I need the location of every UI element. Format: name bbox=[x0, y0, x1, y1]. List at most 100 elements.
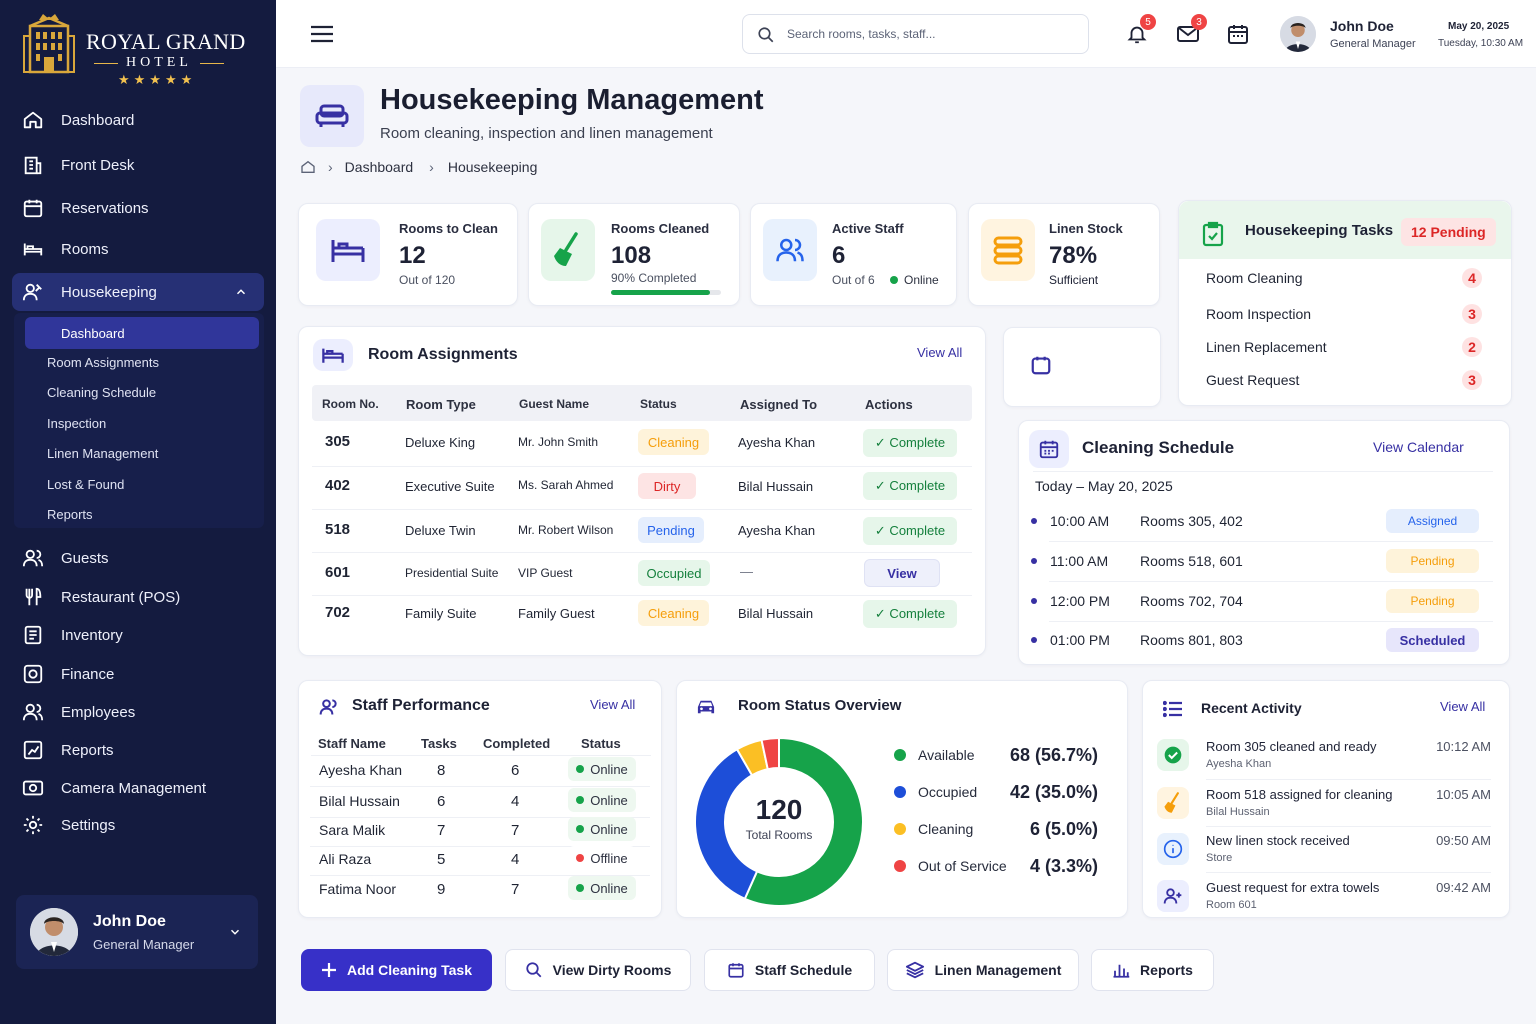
sidebar-item-restaurant[interactable]: Restaurant (POS) bbox=[22, 580, 262, 614]
stat-card-rooms-to-clean[interactable]: Rooms to Clean 12 Out of 120 bbox=[298, 203, 518, 306]
row-divider bbox=[312, 595, 972, 596]
status-dot bbox=[576, 765, 585, 773]
calendar-mini-card[interactable] bbox=[1003, 327, 1161, 407]
sidebar-item-camera[interactable]: Camera Management bbox=[22, 771, 262, 805]
activity-item[interactable]: New linen stock received Store 09:50 AM bbox=[1157, 833, 1491, 881]
sidebar-item-finance[interactable]: Finance bbox=[22, 657, 262, 691]
users-icon bbox=[774, 235, 806, 265]
menu-icon[interactable] bbox=[310, 24, 334, 44]
task-count-badge: 3 bbox=[1462, 370, 1482, 390]
activity-time: 09:42 AM bbox=[1436, 880, 1491, 895]
sidebar-item-housekeeping[interactable]: Housekeeping bbox=[12, 273, 264, 311]
schedule-rooms: Rooms 305, 402 bbox=[1140, 513, 1243, 529]
breadcrumb-dashboard[interactable]: Dashboard bbox=[344, 159, 414, 175]
sidebar-profile[interactable]: John Doe General Manager bbox=[16, 895, 258, 969]
view-all-assignments-link[interactable]: View All bbox=[917, 345, 963, 360]
user-menu[interactable]: John Doe General Manager bbox=[1280, 14, 1420, 54]
staff-schedule-button[interactable]: Staff Schedule bbox=[704, 949, 875, 991]
linen-management-button[interactable]: Linen Management bbox=[887, 949, 1079, 991]
legend-item: Cleaning 6 (5.0%) bbox=[894, 817, 1104, 841]
sidebar-item-employees[interactable]: Employees bbox=[22, 695, 262, 729]
donut-segment-out-of-service[interactable] bbox=[760, 736, 780, 771]
activity-item[interactable]: Room 305 cleaned and ready Ayesha Khan 1… bbox=[1157, 739, 1491, 787]
activity-item[interactable]: Room 518 assigned for cleaning Bilal Hus… bbox=[1157, 787, 1491, 835]
sidebar-item-front-desk[interactable]: Front Desk bbox=[22, 148, 262, 182]
task-label-room-cleaning[interactable]: Room Cleaning bbox=[1206, 270, 1303, 286]
schedule-status-badge: Assigned bbox=[1386, 509, 1479, 533]
donut-total-label: Total Rooms bbox=[745, 828, 813, 842]
add-cleaning-task-button[interactable]: Add Cleaning Task bbox=[301, 949, 492, 991]
room-type: Presidential Suite bbox=[405, 566, 499, 580]
timeline-dot bbox=[1031, 637, 1037, 643]
home-icon[interactable] bbox=[300, 159, 316, 175]
message-count-badge: 3 bbox=[1191, 14, 1207, 30]
sidebar-item-label: Settings bbox=[61, 816, 116, 834]
cleaning-schedule-card: Cleaning Schedule View Calendar Today – … bbox=[1018, 420, 1510, 665]
search-input[interactable]: Search rooms, tasks, staff... bbox=[742, 14, 1089, 54]
donut-segment-occupied[interactable] bbox=[694, 747, 759, 901]
sidebar-item-reservations[interactable]: Reservations bbox=[22, 191, 262, 225]
view-calendar-link[interactable]: View Calendar bbox=[1373, 439, 1464, 455]
staff-performance-title: Staff Performance bbox=[352, 697, 490, 714]
stat-icon-box bbox=[763, 219, 817, 281]
subnav-room-assignments[interactable]: Room Assignments bbox=[47, 354, 159, 370]
task-label-room-inspection[interactable]: Room Inspection bbox=[1206, 306, 1312, 322]
donut-total: 120 bbox=[755, 794, 803, 825]
staff-status: Online bbox=[568, 876, 636, 900]
sidebar-item-label: Inventory bbox=[61, 626, 123, 644]
notifications-button[interactable]: 5 bbox=[1126, 14, 1156, 46]
schedule-time: 01:00 PM bbox=[1050, 632, 1110, 648]
complete-button[interactable]: ✓ Complete bbox=[863, 472, 957, 500]
room-type: Deluxe King bbox=[405, 435, 476, 450]
complete-button[interactable]: ✓ Complete bbox=[863, 517, 957, 545]
bed-icon bbox=[330, 236, 366, 264]
assigned-to: Ayesha Khan bbox=[738, 523, 816, 538]
row-divider bbox=[310, 875, 650, 876]
subnav-dashboard[interactable]: Dashboard bbox=[25, 317, 259, 349]
messages-button[interactable]: 3 bbox=[1176, 14, 1207, 46]
task-label-linen-replacement[interactable]: Linen Replacement bbox=[1206, 339, 1327, 355]
view-dirty-rooms-button[interactable]: View Dirty Rooms bbox=[505, 949, 691, 991]
subnav-linen-management[interactable]: Linen Management bbox=[47, 445, 159, 461]
complete-button[interactable]: ✓ Complete bbox=[863, 600, 957, 628]
subnav-reports[interactable]: Reports bbox=[47, 506, 93, 522]
table-header bbox=[312, 385, 972, 421]
users-icon bbox=[319, 697, 339, 717]
column-header: Actions bbox=[865, 397, 913, 412]
sidebar-item-settings[interactable]: Settings bbox=[22, 808, 262, 842]
sidebar-item-rooms[interactable]: Rooms bbox=[22, 232, 262, 266]
stat-card-rooms-cleaned[interactable]: Rooms Cleaned 108 90% Completed bbox=[528, 203, 740, 306]
sidebar-item-inventory[interactable]: Inventory bbox=[22, 618, 262, 652]
legend-value: 68 (56.7%) bbox=[1009, 744, 1098, 765]
brand-logo[interactable]: ROYAL GRAND HOTEL ★★★★★ bbox=[22, 12, 262, 92]
donut-segment-available[interactable] bbox=[743, 736, 864, 907]
row-divider bbox=[1206, 872, 1491, 873]
subnav-lost-found[interactable]: Lost & Found bbox=[47, 476, 125, 492]
subnav-cleaning-schedule[interactable]: Cleaning Schedule bbox=[47, 384, 157, 400]
activity-item[interactable]: Guest request for extra towels Room 601 … bbox=[1157, 880, 1491, 928]
chevron-down-icon[interactable] bbox=[228, 925, 242, 939]
sidebar-item-reports[interactable]: Reports bbox=[22, 733, 262, 767]
settings-icon bbox=[22, 814, 46, 836]
view-button[interactable]: View bbox=[864, 559, 940, 587]
sofa-icon bbox=[315, 102, 349, 130]
task-label-guest-request[interactable]: Guest Request bbox=[1206, 372, 1300, 388]
view-all-activity-link[interactable]: View All bbox=[1440, 699, 1486, 714]
sidebar-item-guests[interactable]: Guests bbox=[22, 541, 262, 575]
row-divider bbox=[310, 786, 650, 787]
users-icon bbox=[22, 547, 46, 569]
legend-item: Occupied 42 (35.0%) bbox=[894, 780, 1104, 804]
reports-button[interactable]: Reports bbox=[1091, 949, 1214, 991]
calendar-button[interactable] bbox=[1226, 22, 1250, 46]
schedule-status-badge: Scheduled bbox=[1386, 628, 1479, 652]
legend-dot bbox=[894, 860, 906, 872]
complete-button[interactable]: ✓ Complete bbox=[863, 429, 957, 457]
stat-card-linen-stock[interactable]: Linen Stock 78% Sufficient bbox=[968, 203, 1160, 306]
page-icon bbox=[300, 85, 364, 147]
stat-card-active-staff[interactable]: Active Staff 6 Out of 6 Online bbox=[750, 203, 957, 306]
stat-title: Linen Stock bbox=[1049, 221, 1123, 236]
sidebar-item-dashboard[interactable]: Dashboard bbox=[22, 103, 262, 137]
view-all-staff-link[interactable]: View All bbox=[590, 697, 636, 712]
subnav-inspection[interactable]: Inspection bbox=[47, 415, 107, 431]
stat-title: Active Staff bbox=[832, 221, 904, 236]
